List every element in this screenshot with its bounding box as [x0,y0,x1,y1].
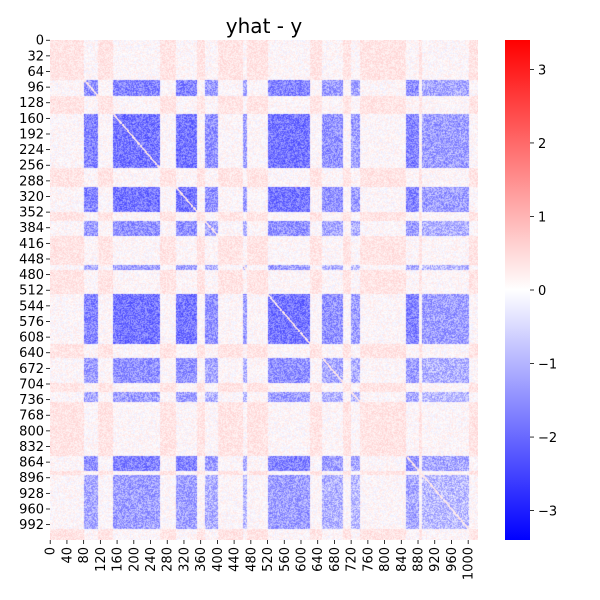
y-tick-label: 64 [27,65,44,80]
x-axis: 0 40 80 120 160 200 240 280 320 360 400 440 480 520 56… [44,540,477,580]
y-tick-label: 640 [19,346,44,361]
x-tick-label: 880 [412,547,427,572]
x-tick-label: 400 [211,547,226,572]
x-tick-label: 800 [378,547,393,572]
colorbar-tick-label: 1 [538,210,546,225]
y-tick-label: 448 [19,252,44,267]
y-tick-label: 256 [19,159,44,174]
x-tick-label: 960 [445,547,460,572]
colorbar-tick-label: 2 [538,137,546,152]
y-tick-label: 992 [19,518,44,533]
chart-title: yhat - y [226,14,303,38]
x-tick-label: 80 [77,547,92,564]
x-tick-label: 320 [177,547,192,572]
x-tick-label: 120 [94,547,109,572]
x-tick-label: 480 [244,547,259,572]
y-tick-label: 704 [19,377,44,392]
x-tick-label: 40 [60,547,75,564]
colorbar-gradient [505,40,530,540]
x-tick-label: 720 [345,547,360,572]
y-tick-label: 512 [19,284,44,299]
y-tick-label: 544 [19,299,44,314]
heatmap-plot-area [50,40,478,540]
y-tick-label: 0 [36,34,44,49]
colorbar-tick-label: 3 [538,63,546,78]
y-tick-label: 736 [19,393,44,408]
y-tick-label: 608 [19,331,44,346]
colorbar-tick-label: 0 [538,284,546,299]
y-tick-label: 480 [19,268,44,283]
x-tick-label: 760 [361,547,376,572]
x-tick-label: 920 [428,547,443,572]
y-tick-label: 160 [19,112,44,127]
y-tick-label: 672 [19,362,44,377]
y-tick-label: 192 [19,127,44,142]
x-tick-label: 560 [278,547,293,572]
x-tick-label: 360 [194,547,209,572]
y-tick-label: 960 [19,502,44,517]
x-tick-label: 680 [328,547,343,572]
y-tick-label: 32 [27,49,44,64]
x-tick-label: 0 [44,547,59,555]
x-tick-label: 240 [144,547,159,572]
y-tick-label: 224 [19,143,44,158]
colorbar-tick-label: −1 [538,358,557,373]
y-tick-label: 384 [19,221,44,236]
colorbar-ticks: 3 2 1 0 −1 −2 −3 [530,63,557,520]
y-tick-label: 128 [19,96,44,111]
y-tick-label: 896 [19,471,44,486]
heatmap-cells [50,40,478,540]
y-tick-label: 864 [19,456,44,471]
colorbar-tick-label: −2 [538,431,557,446]
colorbar: 3 2 1 0 −1 −2 −3 [505,40,557,540]
colorbar-tick-label: −3 [538,505,557,520]
x-tick-label: 160 [111,547,126,572]
y-tick-label: 928 [19,487,44,502]
x-tick-label: 440 [228,547,243,572]
y-tick-label: 416 [19,237,44,252]
x-tick-label: 280 [161,547,176,572]
y-tick-label: 288 [19,174,44,189]
x-tick-label: 200 [127,547,142,572]
x-tick-label: 600 [294,547,309,572]
y-tick-label: 576 [19,315,44,330]
y-axis: 0326496128160192224256288320352384416448… [19,34,50,533]
y-tick-label: 800 [19,424,44,439]
x-tick-label: 1000 [462,547,477,580]
y-tick-label: 320 [19,190,44,205]
x-tick-label: 640 [311,547,326,572]
y-tick-label: 768 [19,409,44,424]
x-tick-label: 520 [261,547,276,572]
y-tick-label: 352 [19,206,44,221]
y-tick-label: 832 [19,440,44,455]
y-tick-label: 96 [27,81,44,96]
x-tick-label: 840 [395,547,410,572]
